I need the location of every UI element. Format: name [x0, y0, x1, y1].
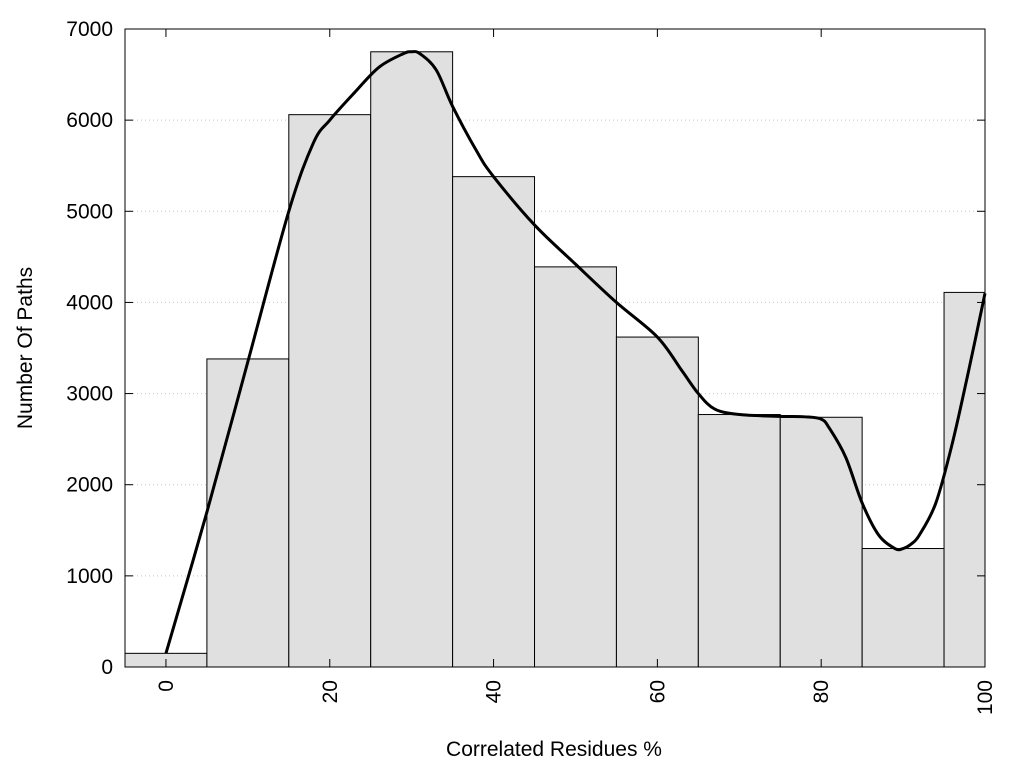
x-tick-label: 100	[974, 680, 997, 715]
histogram-bar	[697, 414, 781, 668]
histogram-bar	[370, 51, 454, 668]
x-tick-label: 80	[810, 680, 833, 703]
bar-group	[124, 51, 986, 668]
y-tick-label: 0	[101, 656, 113, 679]
y-axis-title: Number Of Paths	[14, 267, 37, 429]
histogram-bar	[943, 291, 986, 668]
x-axis-title: Correlated Residues %	[446, 738, 662, 761]
x-tick-label: 60	[646, 680, 669, 703]
histogram-bar	[288, 114, 372, 668]
histogram-bar	[452, 176, 536, 668]
histogram-bar	[779, 416, 863, 668]
y-tick-label: 3000	[66, 383, 113, 406]
histogram-bar	[615, 336, 699, 668]
y-tick-label: 4000	[66, 291, 113, 314]
plot-frame	[124, 28, 986, 668]
y-tick-label: 1000	[66, 565, 113, 588]
x-tick-label: 20	[319, 680, 342, 703]
x-tick-label: 40	[483, 680, 506, 703]
y-tick-label: 7000	[66, 18, 113, 41]
y-tick-label: 2000	[66, 474, 113, 497]
x-axis-ticks: 0 20 40 60 80 100	[155, 29, 997, 715]
y-tick-label: 5000	[66, 200, 113, 223]
histogram-bar	[206, 358, 290, 668]
y-tick-label: 6000	[66, 109, 113, 132]
density-curve	[164, 50, 987, 654]
histogram-bar	[861, 548, 945, 668]
x-tick-label: 0	[155, 680, 178, 692]
histogram-bar	[534, 266, 617, 668]
density-curve-group	[164, 50, 987, 654]
y-axis-ticks: 0 1000 2000 3000 4000 5000 6000 7000	[66, 18, 985, 679]
